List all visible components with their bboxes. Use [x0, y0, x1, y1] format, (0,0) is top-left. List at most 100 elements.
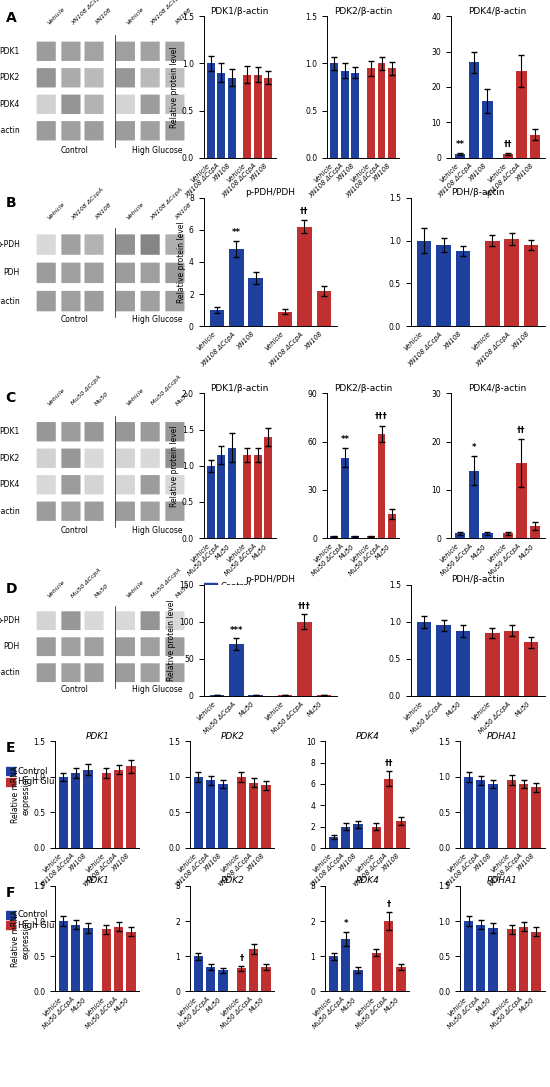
- Y-axis label: Relative protein level: Relative protein level: [177, 221, 186, 303]
- Bar: [297, 622, 312, 696]
- Bar: [278, 312, 292, 326]
- Bar: [531, 932, 541, 991]
- FancyBboxPatch shape: [85, 449, 103, 467]
- Bar: [329, 957, 338, 991]
- FancyBboxPatch shape: [116, 95, 135, 114]
- FancyBboxPatch shape: [37, 95, 56, 114]
- Bar: [204, 22, 217, 30]
- Bar: [519, 927, 529, 991]
- Bar: [102, 929, 111, 991]
- FancyBboxPatch shape: [37, 41, 56, 61]
- Bar: [217, 73, 225, 158]
- Bar: [388, 68, 396, 158]
- FancyBboxPatch shape: [141, 121, 160, 140]
- Bar: [530, 135, 540, 158]
- Bar: [455, 534, 465, 538]
- Bar: [6, 778, 15, 786]
- Text: High Glucose: High Glucose: [221, 411, 276, 420]
- Bar: [417, 622, 431, 696]
- Text: β-actin: β-actin: [0, 126, 20, 135]
- Bar: [456, 630, 470, 696]
- FancyBboxPatch shape: [37, 637, 56, 657]
- FancyBboxPatch shape: [85, 95, 103, 114]
- FancyBboxPatch shape: [37, 68, 56, 87]
- Text: Mu50 ΔCcpA: Mu50 ΔCcpA: [150, 375, 182, 407]
- FancyBboxPatch shape: [62, 663, 80, 682]
- Title: PDK1: PDK1: [85, 876, 109, 885]
- Text: Vehicle: Vehicle: [46, 7, 65, 26]
- FancyBboxPatch shape: [62, 637, 80, 657]
- FancyBboxPatch shape: [116, 68, 135, 87]
- Bar: [210, 310, 224, 326]
- Bar: [317, 291, 331, 326]
- Title: PDK2/β-actin: PDK2/β-actin: [334, 7, 392, 15]
- FancyBboxPatch shape: [166, 121, 184, 140]
- Title: PDK4: PDK4: [355, 732, 379, 740]
- Text: XN108: XN108: [175, 202, 193, 221]
- Bar: [516, 463, 526, 538]
- Bar: [102, 773, 111, 848]
- FancyBboxPatch shape: [116, 501, 135, 521]
- Bar: [341, 826, 350, 848]
- Bar: [378, 434, 386, 538]
- Bar: [372, 952, 381, 991]
- Title: PDK4/β-actin: PDK4/β-actin: [469, 7, 527, 15]
- Bar: [194, 777, 203, 848]
- FancyBboxPatch shape: [116, 121, 135, 140]
- FancyBboxPatch shape: [166, 422, 184, 441]
- Bar: [59, 921, 68, 991]
- Bar: [229, 249, 244, 326]
- Bar: [6, 911, 15, 919]
- Bar: [367, 537, 375, 538]
- Bar: [417, 240, 431, 326]
- FancyBboxPatch shape: [62, 475, 80, 495]
- FancyBboxPatch shape: [62, 41, 80, 61]
- Bar: [265, 77, 272, 158]
- Bar: [485, 240, 499, 326]
- Text: D: D: [6, 582, 17, 596]
- Title: PDH/β-actin: PDH/β-actin: [451, 575, 504, 584]
- FancyBboxPatch shape: [85, 611, 103, 630]
- Text: XN108: XN108: [94, 202, 112, 221]
- Bar: [254, 455, 262, 538]
- Bar: [351, 537, 359, 538]
- Text: ***: ***: [229, 626, 243, 635]
- Bar: [204, 583, 217, 590]
- Text: Mu50: Mu50: [94, 583, 110, 599]
- Text: High Glucose: High Glucose: [131, 315, 182, 324]
- Text: †: †: [239, 953, 244, 962]
- Text: PDK1: PDK1: [0, 47, 20, 55]
- FancyBboxPatch shape: [37, 235, 56, 254]
- Title: PDK1: PDK1: [85, 732, 109, 740]
- Text: Mu50: Mu50: [94, 390, 110, 407]
- Bar: [254, 75, 262, 158]
- Bar: [485, 633, 499, 696]
- Bar: [261, 786, 271, 848]
- Text: Control: Control: [221, 583, 251, 591]
- Title: PDK2/β-actin: PDK2/β-actin: [334, 384, 392, 392]
- Text: ††: ††: [384, 759, 393, 767]
- Text: High Glucose: High Glucose: [221, 591, 276, 600]
- FancyBboxPatch shape: [37, 422, 56, 441]
- Text: Control: Control: [221, 21, 251, 30]
- FancyBboxPatch shape: [166, 475, 184, 495]
- FancyBboxPatch shape: [85, 291, 103, 311]
- Bar: [265, 437, 272, 538]
- Bar: [114, 927, 123, 991]
- FancyBboxPatch shape: [141, 41, 160, 61]
- Text: F: F: [6, 886, 15, 900]
- FancyBboxPatch shape: [166, 663, 184, 682]
- Text: Vehicle: Vehicle: [46, 579, 65, 599]
- Bar: [341, 71, 349, 158]
- Text: Mu50: Mu50: [175, 390, 191, 407]
- FancyBboxPatch shape: [85, 663, 103, 682]
- Bar: [456, 251, 470, 326]
- Text: Vehicle: Vehicle: [46, 387, 65, 407]
- FancyBboxPatch shape: [85, 41, 103, 61]
- FancyBboxPatch shape: [85, 68, 103, 87]
- Bar: [6, 922, 15, 929]
- Bar: [237, 969, 246, 991]
- FancyBboxPatch shape: [37, 611, 56, 630]
- Bar: [488, 784, 498, 848]
- FancyBboxPatch shape: [166, 263, 184, 283]
